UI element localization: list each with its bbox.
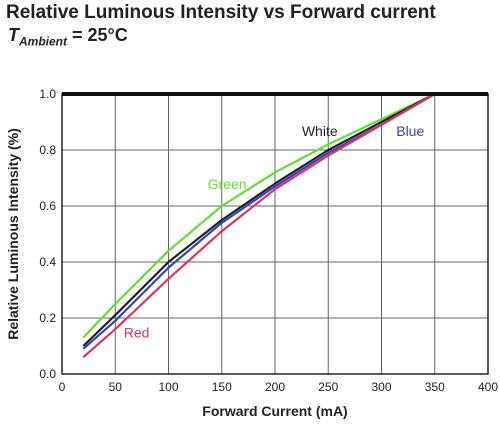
subtitle-subscript: Ambient <box>19 34 67 49</box>
series-labels: Green White Blue Red <box>124 123 425 341</box>
series-label-white: White <box>302 123 338 139</box>
x-axis-ticks: 0 50 100 150 200 250 300 350 400 <box>59 380 499 394</box>
subtitle-variable: T <box>8 25 19 45</box>
subtitle-value: = 25°C <box>67 25 128 45</box>
x-tick-label: 150 <box>212 380 232 394</box>
y-tick-label: 0.6 <box>39 199 56 213</box>
x-tick-label: 300 <box>371 380 391 394</box>
x-tick-label: 200 <box>265 380 285 394</box>
y-axis-label: Relative Luminous Intensity (%) <box>5 128 21 340</box>
series-line-white <box>82 93 436 347</box>
series-line-green <box>82 93 436 339</box>
y-axis-ticks: 0.0 0.2 0.4 0.6 0.8 1.0 <box>39 87 56 381</box>
x-tick-label: 100 <box>158 380 178 394</box>
y-tick-label: 0.2 <box>39 311 56 325</box>
series-label-blue: Blue <box>396 123 424 139</box>
series-label-red: Red <box>124 325 150 341</box>
x-tick-label: 350 <box>425 380 445 394</box>
x-tick-label: 400 <box>478 380 498 394</box>
series-lines <box>82 93 436 359</box>
series-line-red <box>82 93 436 359</box>
y-tick-label: 1.0 <box>39 87 56 101</box>
y-tick-label: 0.8 <box>39 143 56 157</box>
chart-subtitle: TAmbient = 25°C <box>8 25 128 49</box>
x-tick-label: 250 <box>318 380 338 394</box>
x-axis-label: Forward Current (mA) <box>202 403 347 419</box>
y-tick-label: 0.4 <box>39 255 56 269</box>
chart-title: Relative Luminous Intensity vs Forward c… <box>6 2 436 23</box>
x-tick-label: 0 <box>59 380 66 394</box>
series-label-green: Green <box>208 176 247 192</box>
y-tick-label: 0.0 <box>39 367 56 381</box>
x-tick-label: 50 <box>109 380 123 394</box>
